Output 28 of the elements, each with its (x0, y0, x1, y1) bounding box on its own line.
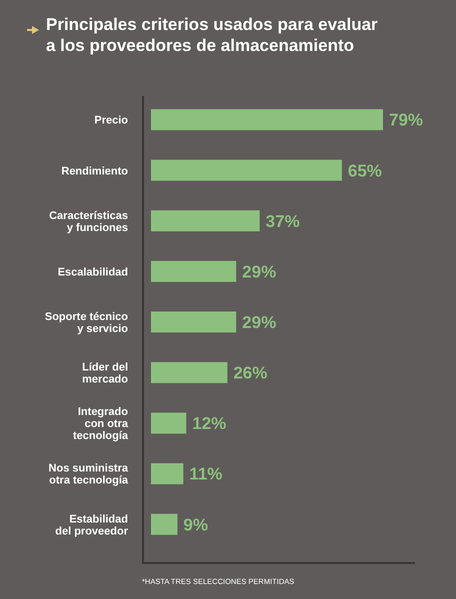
bar (151, 412, 186, 434)
y-tick-label: Rendimiento (61, 165, 128, 178)
data-label: 11% (189, 464, 222, 484)
y-tick-label: Nos suministra otra tecnología (48, 462, 129, 487)
data-label: 37% (266, 212, 300, 231)
y-tick-label: Estabilidad del proveedor (55, 513, 129, 538)
data-label: 26% (233, 364, 268, 383)
data-label: 79% (389, 110, 424, 130)
bar (151, 514, 178, 535)
bar (151, 463, 184, 484)
y-tick-label: Líder del mercado (82, 362, 128, 386)
y-tick-label: Precio (94, 114, 128, 127)
bar (151, 160, 342, 181)
y-tick-label: Características y funciones (49, 210, 128, 234)
y-tick-label: Escalabilidad (58, 266, 128, 278)
y-tick-label: Integrado con otra tecnología (72, 406, 129, 442)
bar (151, 362, 228, 384)
bar (151, 260, 236, 282)
data-label: 65% (348, 161, 382, 180)
bar (151, 312, 236, 332)
data-label: 9% (183, 515, 208, 534)
bar (151, 210, 260, 232)
bar (151, 109, 383, 130)
y-tick-label: Soporte técnico y servicio (44, 311, 128, 335)
data-label: 12% (192, 414, 226, 434)
data-label: 29% (242, 262, 276, 282)
data-label: 29% (242, 313, 276, 332)
chart-title: Principales criterios usados para evaluar a los proveedores de almacenamiento (46, 15, 378, 55)
